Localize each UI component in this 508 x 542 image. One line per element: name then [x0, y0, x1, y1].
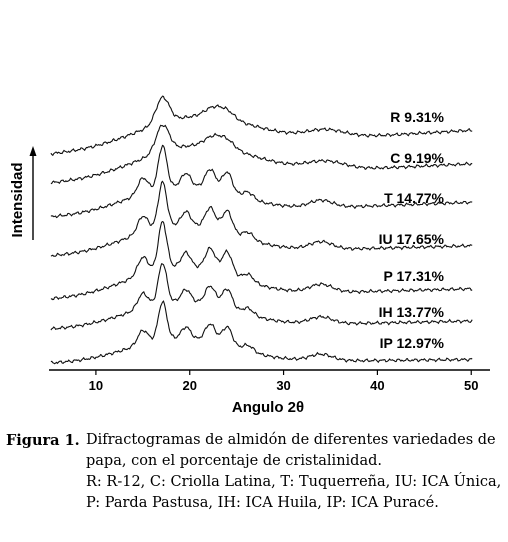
x-tick-label: 50 [464, 378, 478, 393]
x-tick-label: 40 [370, 378, 384, 393]
y-axis-title: Intensidad [9, 162, 26, 237]
x-axis-title: Angulo 2θ [232, 399, 304, 416]
x-tick-label: 10 [89, 378, 103, 393]
diffractogram-line-5 [50, 263, 473, 331]
series-label: T 14.77% [384, 190, 444, 206]
diffractogram-line-3 [50, 180, 473, 257]
x-tick-label: 30 [276, 378, 290, 393]
figure-caption: Figura 1. Difractogramas de almidón de d… [6, 430, 504, 514]
series-label: R 9.31% [390, 109, 444, 125]
series-label: P 17.31% [384, 268, 445, 284]
caption-legend: R: R-12, C: Criolla Latina, T: Tuquerreñ… [86, 474, 502, 511]
diffractogram-curves [50, 95, 473, 365]
series-label: IU 17.65% [379, 231, 445, 247]
caption-text: Difractogramas de almidón de diferentes … [86, 432, 496, 469]
diffractogram-line-2 [50, 144, 473, 219]
series-label: IP 12.97% [380, 335, 445, 351]
diffractogram-line-6 [50, 300, 473, 365]
series-label: C 9.19% [390, 150, 444, 166]
x-axis-ticks: 10 20 30 40 50 [89, 370, 478, 393]
x-tick-label: 20 [183, 378, 197, 393]
diffractogram-line-0 [50, 95, 473, 157]
xrd-chart: R 9.31% C 9.19% T 14.77% IU 17.65% P 17.31% I… [9, 95, 490, 416]
diffractogram-line-1 [50, 124, 473, 185]
caption-label: Figura 1. [6, 432, 80, 449]
diffractogram-line-4 [50, 220, 473, 301]
series-labels: R 9.31% C 9.19% T 14.77% IU 17.65% P 17.31% I… [379, 109, 445, 351]
series-label: IH 13.77% [379, 304, 445, 320]
y-axis-arrow [29, 146, 37, 240]
